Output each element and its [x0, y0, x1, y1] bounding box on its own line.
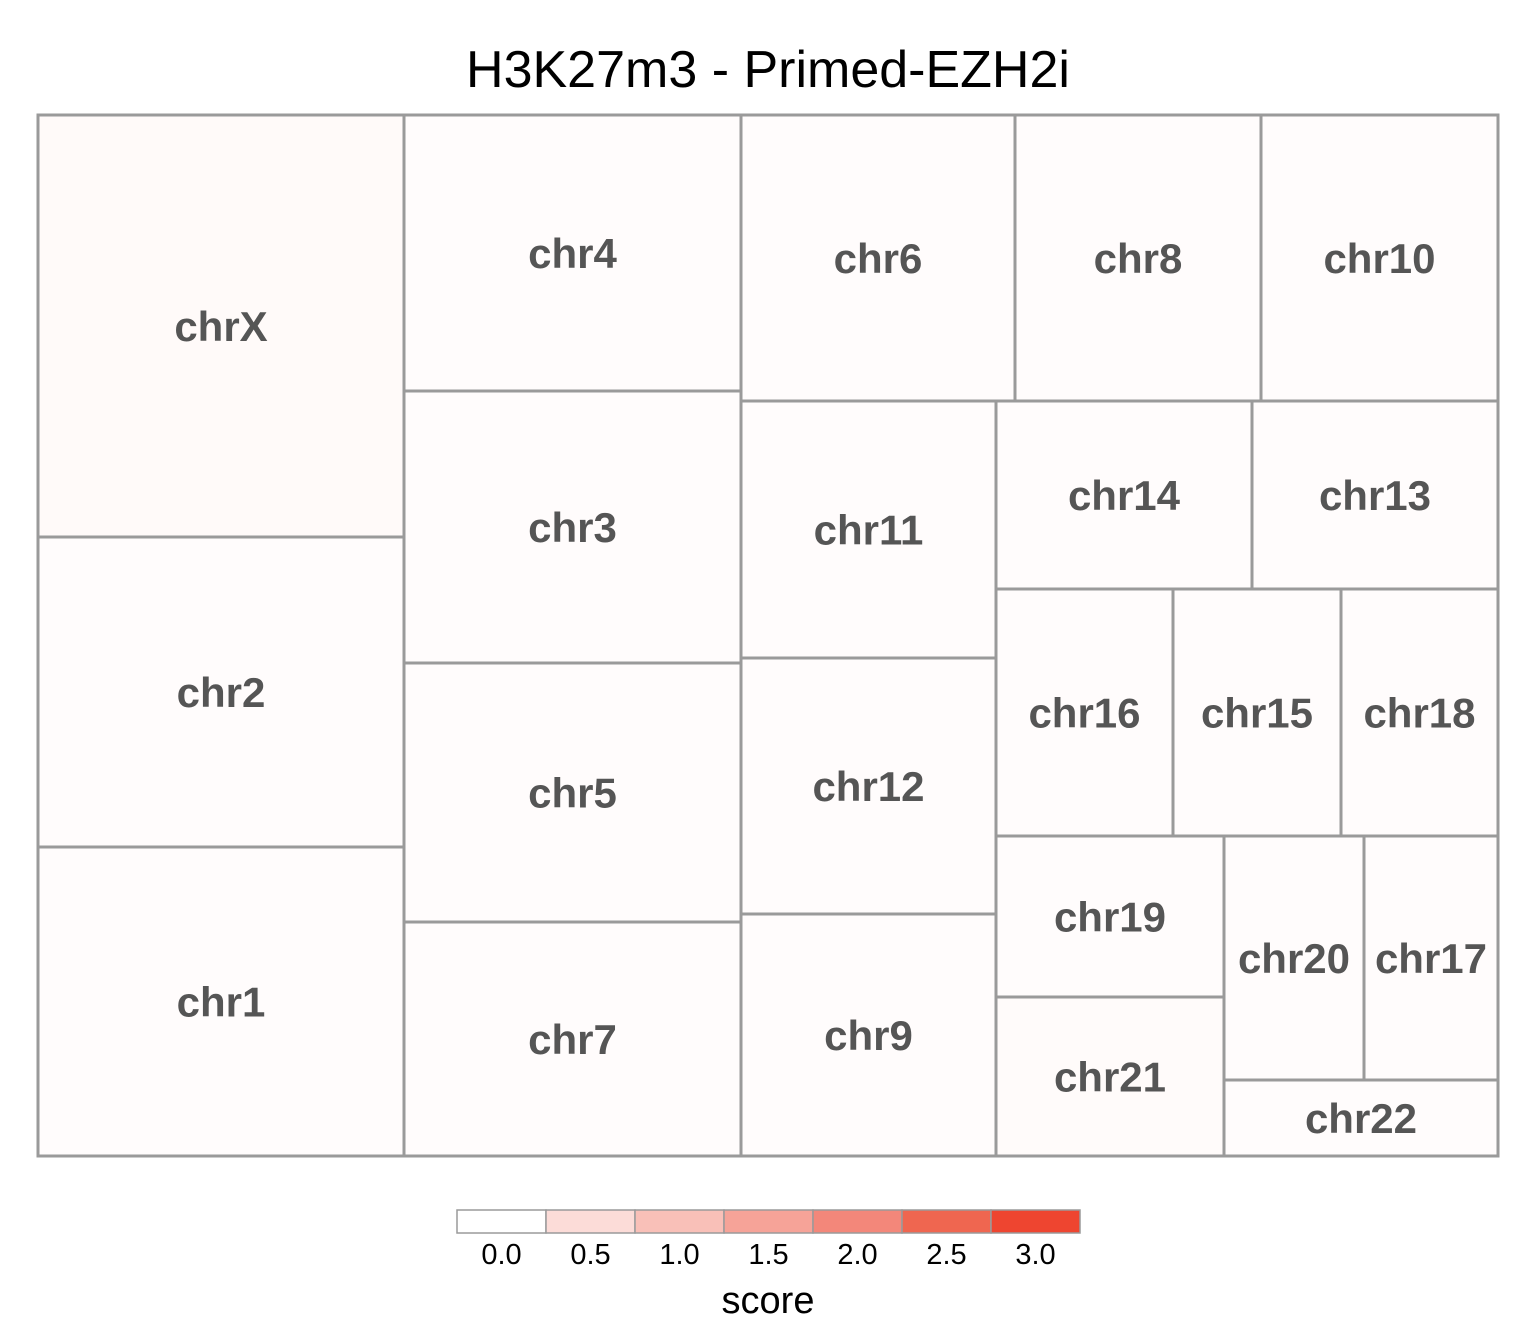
tile-rect: [994, 995, 1226, 1158]
tile-label: chrX: [174, 303, 267, 350]
tile-label: chr15: [1201, 690, 1313, 737]
tile-rect: [36, 113, 406, 539]
legend-swatch: [812, 1209, 903, 1234]
tile-rect: [994, 834, 1226, 999]
tile-label: chr13: [1319, 472, 1431, 519]
tile-chr13: chr13: [1250, 399, 1500, 591]
treemap-tiles: chrX chr2 chr1 chr4 chr3 chr5 chr7 chr6 chr11 chr…: [36, 113, 1500, 1158]
legend-swatch: [634, 1209, 725, 1234]
tile-rect: [36, 845, 406, 1158]
chart-title: H3K27m3 - Primed-EZH2i: [466, 41, 1070, 99]
tile-chrX: chrX: [36, 113, 406, 539]
tile-chr16: chr16: [994, 587, 1175, 838]
legend-tick-label: 0.0: [481, 1239, 521, 1271]
tile-rect: [402, 920, 743, 1158]
tile-rect: [994, 587, 1175, 838]
tile-rect: [1250, 399, 1500, 591]
tile-label: chr22: [1305, 1095, 1417, 1142]
tile-chr5: chr5: [402, 661, 743, 924]
tile-rect: [402, 389, 743, 665]
tile-label: chr20: [1238, 935, 1350, 982]
tile-rect: [402, 661, 743, 924]
tile-label: chr14: [1068, 472, 1181, 519]
legend-color-boxes: [456, 1209, 1081, 1234]
tile-chr8: chr8: [1013, 113, 1263, 403]
tile-rect: [1013, 113, 1263, 403]
tile-label: chr2: [177, 669, 266, 716]
tile-rect: [1222, 834, 1366, 1082]
tile-label: chr8: [1094, 235, 1183, 282]
legend-tick-label: 0.5: [570, 1239, 610, 1271]
tile-rect: [1339, 587, 1500, 838]
tile-rect: [1362, 834, 1500, 1082]
tile-chr6: chr6: [739, 113, 1017, 403]
tile-chr22: chr22: [1222, 1078, 1500, 1158]
tile-label: chr17: [1375, 935, 1487, 982]
tile-chr9: chr9: [739, 912, 998, 1158]
legend-tick-label: 2.0: [837, 1239, 877, 1271]
legend-tick-label: 3.0: [1015, 1239, 1055, 1271]
tile-chr12: chr12: [739, 656, 998, 916]
tile-rect: [1171, 587, 1343, 838]
tile-label: chr4: [528, 230, 617, 277]
tile-label: chr12: [812, 763, 924, 810]
tile-rect: [994, 399, 1254, 591]
legend-tick-label: 1.5: [748, 1239, 788, 1271]
tile-label: chr6: [834, 235, 923, 282]
tile-label: chr21: [1054, 1054, 1166, 1101]
tile-label: chr11: [814, 507, 924, 554]
tile-chr17: chr17: [1362, 834, 1500, 1082]
legend-swatch: [990, 1209, 1081, 1234]
tile-label: chr18: [1363, 690, 1475, 737]
legend-tick-label: 1.0: [659, 1239, 699, 1271]
tile-chr10: chr10: [1259, 113, 1500, 403]
legend-swatch: [723, 1209, 814, 1234]
tile-chr20: chr20: [1222, 834, 1366, 1082]
tile-label: chr19: [1054, 894, 1166, 941]
legend-swatch: [545, 1209, 636, 1234]
color-legend: 0.0 0.5 1.0 1.5 2.0 2.5 3.0 score: [456, 1209, 1081, 1322]
tile-label: chr7: [528, 1016, 617, 1063]
tile-chr4: chr4: [402, 113, 743, 393]
tile-chr3: chr3: [402, 389, 743, 665]
tile-chr21: chr21: [994, 995, 1226, 1158]
tile-chr2: chr2: [36, 535, 406, 849]
tile-label: chr1: [177, 979, 266, 1026]
tile-rect: [739, 113, 1017, 403]
tile-label: chr3: [528, 504, 617, 551]
tile-rect: [739, 656, 998, 916]
tile-chr18: chr18: [1339, 587, 1500, 838]
tile-label: chr9: [824, 1012, 913, 1059]
legend-swatch: [901, 1209, 992, 1234]
tile-label: chr10: [1323, 235, 1435, 282]
tile-chr11: chr11: [739, 399, 998, 660]
legend-tick-label: 2.5: [926, 1239, 966, 1271]
tile-chr7: chr7: [402, 920, 743, 1158]
legend-title: score: [722, 1280, 815, 1322]
tile-rect: [36, 535, 406, 849]
tile-rect: [402, 113, 743, 393]
tile-label: chr16: [1028, 690, 1140, 737]
tile-chr19: chr19: [994, 834, 1226, 999]
tile-rect: [1259, 113, 1500, 403]
tile-label: chr5: [528, 770, 617, 817]
legend-swatch: [456, 1209, 547, 1234]
legend-tick-labels: 0.0 0.5 1.0 1.5 2.0 2.5 3.0: [481, 1239, 1055, 1271]
tile-chr14: chr14: [994, 399, 1254, 591]
tile-chr15: chr15: [1171, 587, 1343, 838]
tile-rect: [1222, 1078, 1500, 1158]
tile-chr1: chr1: [36, 845, 406, 1158]
